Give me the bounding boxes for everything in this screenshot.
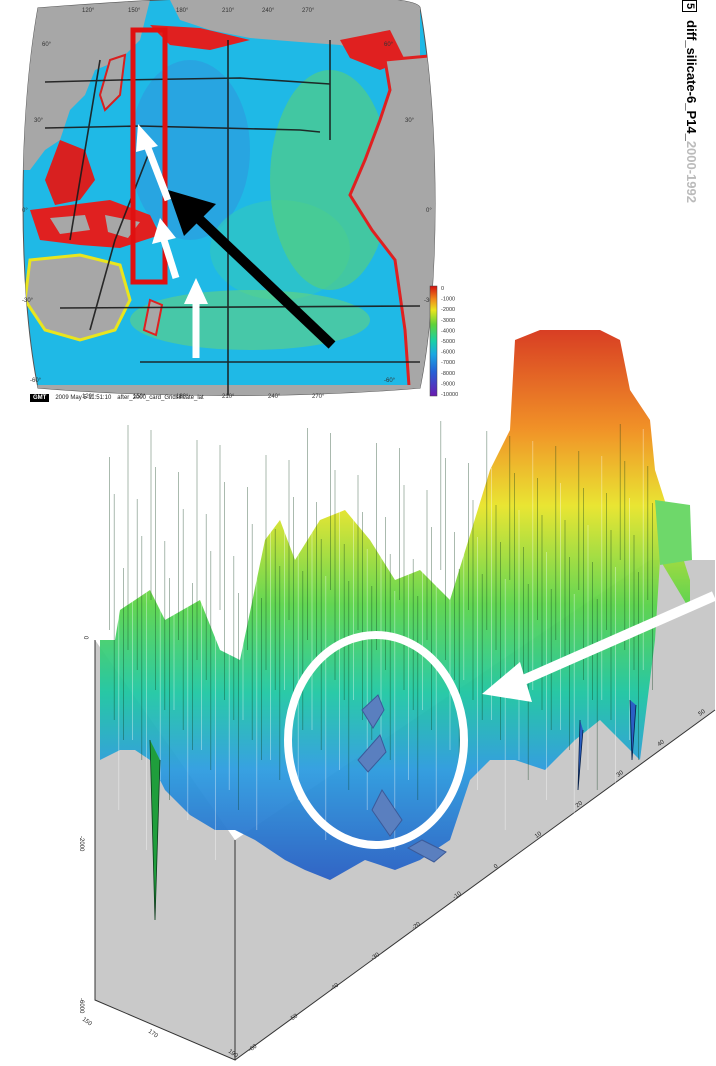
lon-tick-label: 270° — [312, 394, 325, 400]
japan-land — [98, 53, 127, 112]
highlight-box — [130, 27, 168, 285]
white-arrow-head — [152, 218, 176, 244]
flow-arrows — [136, 124, 336, 358]
lat-tick-label: 0 — [493, 863, 500, 870]
blue-arrow — [357, 734, 387, 773]
gmt-timestamp: 2009 May 5 11:51:10 — [55, 395, 112, 401]
lat-tick-label: -10 — [452, 891, 463, 901]
colorbar-tick-label: -10000 — [441, 392, 458, 398]
flow-arrows-section — [357, 694, 447, 863]
title-text: diff_silicate-6_P14_ — [684, 20, 699, 141]
lon-tick-label: 150° — [128, 8, 141, 14]
shallow-ridge — [270, 70, 390, 290]
lon-tick-label: 150° — [133, 394, 146, 400]
antarctica-land — [23, 385, 435, 396]
depth-tick-label: 0 — [82, 636, 88, 640]
title-faded-suffix: 2000-1992 — [684, 140, 699, 203]
lon-tick-label: 170 — [147, 1029, 159, 1040]
shallow-ridge — [130, 290, 370, 350]
colorbar-tick-label: -9000 — [441, 381, 455, 387]
lat-tick-label: -30 — [370, 952, 381, 962]
white-pointer-arrow-head — [482, 662, 532, 702]
section-wall-edge — [94, 640, 236, 1061]
depth-tick-label: -2000 — [78, 836, 84, 852]
colorbar-ramp — [429, 285, 438, 397]
lat-tick-label: 60° — [42, 42, 52, 48]
lon-tick-label: 240° — [262, 8, 275, 14]
blue-arrow — [371, 789, 403, 837]
alaska-shelf — [150, 25, 250, 50]
depth-colorbar: 0 -1000 -2000 -3000 -4000 -5000 -6000 -7000 -800… — [429, 285, 458, 398]
gmt-command: after_2000_card_Gridsilicate_lat — [117, 395, 204, 401]
lat-tick-label: 30 — [616, 770, 625, 779]
lat-tick-label: 60° — [384, 42, 394, 48]
lat-tick-label: -60° — [384, 378, 396, 384]
page-number-box: 5 — [682, 0, 697, 13]
lat-tick-label: 40 — [657, 739, 666, 748]
lat-tick-label: -60 — [248, 1043, 259, 1053]
figure-title: 5 diff_silicate-6_P14_2000-1992 — [682, 0, 699, 203]
colorbar-tick-label: -6000 — [441, 350, 455, 356]
black-arrow-head — [168, 190, 216, 236]
section-spike — [577, 719, 584, 791]
blue-arrow — [406, 839, 447, 863]
lon-tick-label: 150 — [81, 1017, 93, 1028]
gmt-logo: GMT — [30, 394, 50, 402]
colorbar-tick-label: -3000 — [441, 318, 455, 324]
asia-shelf — [45, 140, 95, 205]
gmt-stamp: GMT 2009 May 5 11:51:10 after_2000_card_… — [30, 392, 204, 404]
white-arrow-head — [184, 278, 208, 304]
australia-land — [23, 253, 132, 342]
colorbar-tick-label: -2000 — [441, 307, 455, 313]
lat-tick-label: -50 — [289, 1013, 300, 1023]
lat-tick-label: 30° — [34, 118, 44, 124]
lon-tick-label: 180° — [176, 394, 189, 400]
lon-tick-label: 240° — [268, 394, 281, 400]
section-base-edge — [234, 709, 716, 1061]
colorbar-tick-label: 0 — [441, 286, 444, 292]
black-arrow — [194, 214, 336, 349]
pacific-map: 120° 150° 180° 210° 240° 270° 120° 150° … — [22, 0, 458, 400]
lat-tick-label: 0° — [426, 208, 432, 214]
white-pointer-arrow — [509, 591, 716, 690]
lat-tick-label: 20 — [575, 800, 584, 809]
lat-tick-label: 50 — [698, 708, 707, 717]
colorbar-tick-label: -5000 — [441, 339, 455, 345]
america-land — [348, 53, 435, 396]
lat-tick-label: -60° — [30, 378, 42, 384]
surface-striations — [104, 420, 653, 860]
lon-tick-label: 120° — [82, 394, 95, 400]
section-spike — [629, 699, 637, 761]
highlight-circle — [284, 631, 468, 849]
white-arrow — [144, 146, 172, 202]
lat-tick-label: 30° — [405, 118, 415, 124]
blue-arrow — [361, 694, 385, 729]
lat-tick-label: 0° — [22, 208, 28, 214]
depth-tick-label: -6000 — [78, 998, 84, 1014]
section-3d: 0 -2000 -6000 150 170 190 -60 -50 -40 -30 -2… — [78, 330, 716, 1061]
lat-tick-label: -20 — [411, 921, 422, 931]
lat-tick-label: -30° — [22, 298, 34, 304]
lon-tick-label: 190 — [227, 1049, 239, 1060]
lon-tick-label: 210° — [222, 8, 235, 14]
deep-basin — [130, 60, 250, 240]
lat-tick-label: 10 — [534, 831, 543, 840]
white-arrow — [160, 238, 180, 280]
lon-tick-label: 180° — [176, 8, 189, 14]
map-graticule — [44, 40, 421, 395]
colorbar-tick-label: -4000 — [441, 328, 455, 334]
lon-tick-label: 210° — [222, 394, 235, 400]
lat-tick-label: -40 — [329, 982, 340, 992]
colorbar-tick-label: -8000 — [441, 371, 455, 377]
new-zealand-land — [142, 298, 164, 337]
lon-tick-label: 270° — [302, 8, 315, 14]
lon-tick-label: 120° — [82, 8, 95, 14]
colorbar-tick-label: -1000 — [441, 297, 455, 303]
colorbar-tick-label: -7000 — [441, 360, 455, 366]
white-arrow-head — [136, 124, 158, 152]
section-spike — [149, 739, 161, 921]
north-end-wall — [655, 500, 692, 565]
